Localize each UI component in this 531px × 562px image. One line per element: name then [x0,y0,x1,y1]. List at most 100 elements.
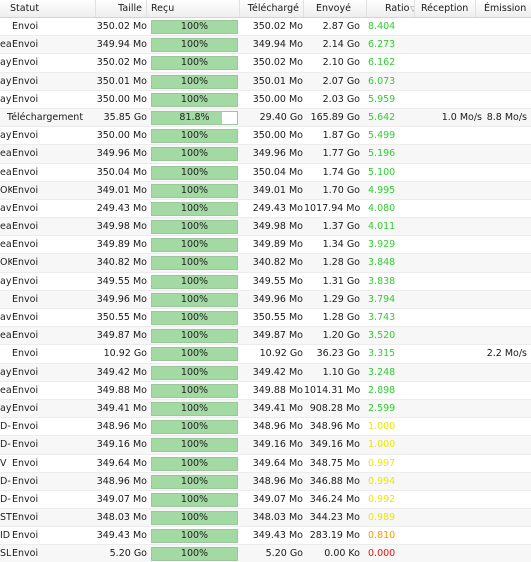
reception-rate-cell [432,545,482,562]
uploaded-cell: 908.28 Mo [309,402,360,414]
table-row[interactable]: av Envoi 350.55 Mo 100% 350.55 Mo 1.28 Go 3.74… [0,309,531,328]
progress-fill [152,330,237,343]
name-fragment [0,345,12,362]
table-row[interactable]: ay Envoi 349.55 Mo 100% 349.55 Mo 1.31 Go 3.83… [0,273,531,291]
downloaded-cell: 349.96 Mo [252,293,303,305]
progress-cell: 100% [151,92,238,107]
size-cell: 249.43 Mo [96,202,147,214]
progress-label: 100% [180,275,209,287]
column-header-uploaded[interactable]: Envoyé [304,0,367,17]
uploaded-cell: 1.20 Go [322,330,360,342]
column-header-downloaded[interactable]: Téléchargé [240,0,304,17]
column-header-status[interactable]: Statut [0,0,96,17]
progress-fill [152,366,237,379]
progress-label: 100% [180,166,209,178]
table-row[interactable]: ay Envoi 349.41 Mo 100% 349.41 Mo 908.28 Mo 2.… [0,399,531,419]
emission-rate-cell [484,182,527,199]
status-cell: Envoi [12,293,39,305]
table-row[interactable]: ay Envoi 350.01 Mo 100% 350.01 Mo 2.07 Go 6.07… [0,72,531,91]
size-cell: 349.96 Mo [96,148,147,160]
column-header-ratio[interactable]: Ratio▽ [367,0,415,17]
table-row[interactable]: ay Envoi 349.42 Mo 100% 349.42 Mo 1.10 Go 3.24… [0,363,531,382]
progress-fill [152,93,237,106]
status-cell: Envoi [12,257,39,269]
table-row[interactable]: D- Envoi 349.07 Mo 100% 349.07 Mo 346.24 Mo 0.… [0,491,531,510]
progress-cell: 100% [151,129,238,144]
table-row[interactable]: Envoi 350.02 Mo 100% 350.02 Mo 2.87 Go 8.404 [0,18,531,37]
table-row[interactable]: OK Envoi 349.01 Mo 100% 349.01 Mo 1.70 Go 4.99… [0,181,531,200]
progress-cell: 100% [151,547,238,562]
name-fragment: ea [0,221,12,233]
table-row[interactable]: Envoi 349.96 Mo 100% 349.96 Mo 1.29 Go 3.794 [0,290,531,309]
ratio-cell: 3.848 [368,257,396,269]
ratio-cell: 6.162 [368,57,396,69]
size-cell: 349.64 Mo [96,457,147,469]
column-header-emission[interactable]: Émission [484,3,527,14]
table-row[interactable]: av Envoi 249.43 Mo 100% 249.43 Mo 1017.94 Mo 4… [0,200,531,219]
downloaded-cell: 350.55 Mo [252,312,303,323]
table-row[interactable]: D- Envoi 348.96 Mo 100% 348.96 Mo 346.88 Mo 0.… [0,472,531,491]
progress-fill [152,221,237,234]
table-row[interactable]: ea Envoi 349.94 Mo 100% 349.94 Mo 2.14 Go 6.27… [0,36,531,55]
ratio-cell: 4.080 [368,202,396,214]
table-row[interactable]: ID Envoi 349.43 Mo 100% 349.43 Mo 283.19 Mo 0.… [0,527,531,546]
table-row[interactable]: ea Envoi 349.88 Mo 100% 349.88 Mo 1014.31 Mo 2… [0,382,531,400]
table-row[interactable]: Envoi 10.92 Go 100% 10.92 Go 36.23 Go 3.315 2.… [0,345,531,364]
table-row[interactable]: V Envoi 349.64 Mo 100% 349.64 Mo 348.75 Mo 0.9… [0,455,531,473]
size-cell: 348.96 Mo [96,475,147,487]
column-header-size[interactable]: Taille [96,0,147,17]
size-cell: 349.42 Mo [96,366,147,378]
status-cell: Envoi [12,530,39,542]
ratio-cell: 5.642 [368,111,396,123]
progress-fill [152,421,237,434]
table-row[interactable]: ea Envoi 349.98 Mo 100% 349.98 Mo 1.37 Go 4.01… [0,218,531,237]
ratio-cell: 5.100 [368,166,396,178]
name-fragment: ea [0,239,12,251]
status-cell: Envoi [12,402,39,414]
torrent-rows: Envoi 350.02 Mo 100% 350.02 Mo 2.87 Go 8.404 e… [0,18,531,562]
column-header-bar: Statut Taille Reçu Téléchargé Envoyé Rat… [0,0,531,18]
ratio-cell: 8.404 [368,21,396,32]
ratio-cell: 2.898 [368,384,396,396]
emission-rate-cell [484,73,527,90]
table-row[interactable]: ay Envoi 350.02 Mo 100% 350.02 Mo 2.10 Go 6.16… [0,54,531,73]
progress-cell: 100% [151,220,238,235]
table-row[interactable]: Téléchargement 35.85 Go 81.8% 29.40 Go 165.8… [0,108,531,128]
downloaded-cell: 350.02 Mo [252,21,303,32]
progress-label: 100% [180,384,209,396]
table-row[interactable]: D- Envoi 349.16 Mo 100% 349.16 Mo 349.16 Mo 1.… [0,436,531,455]
progress-fill [152,475,237,488]
ratio-cell: 4.011 [368,221,396,233]
status-cell: Envoi [12,493,39,505]
ratio-cell: 3.520 [368,330,396,342]
name-fragment: V [0,457,7,469]
size-cell: 349.87 Mo [96,330,147,342]
name-fragment: D- [0,421,11,433]
table-row[interactable]: SL Envoi 5.20 Go 100% 5.20 Go 0.00 Ko 0.000 [0,545,531,562]
reception-rate-cell [432,345,482,362]
table-row[interactable]: ea Envoi 349.89 Mo 100% 349.89 Mo 1.34 Go 3.92… [0,236,531,255]
progress-fill [152,257,237,270]
column-header-reception[interactable]: Réception [415,0,476,17]
progress-fill [152,202,237,215]
table-row[interactable]: ea Envoi 350.04 Mo 100% 350.04 Mo 1.74 Go 5.10… [0,164,531,182]
uploaded-cell: 344.23 Mo [309,512,360,524]
column-header-received[interactable]: Reçu [147,0,240,17]
uploaded-cell: 1.28 Go [322,312,360,323]
table-row[interactable]: ea Envoi 349.96 Mo 100% 349.96 Mo 1.77 Go 5.19… [0,145,531,164]
emission-rate-cell [484,364,527,381]
size-cell: 349.89 Mo [96,239,147,251]
table-row[interactable]: OK Envoi 340.82 Mo 100% 340.82 Mo 1.28 Go 3.84… [0,254,531,273]
progress-bar: 100% [151,165,238,180]
table-row[interactable]: ea Envoi 349.87 Mo 100% 349.87 Mo 1.20 Go 3.52… [0,327,531,346]
table-row[interactable]: ay Envoi 350.00 Mo 100% 350.00 Mo 1.87 Go 5.49… [0,127,531,146]
table-row[interactable]: ay Envoi 350.00 Mo 100% 350.00 Mo 2.03 Go 5.95… [0,91,531,109]
uploaded-cell: 2.03 Go [322,93,360,105]
name-fragment: ay [0,57,12,69]
progress-cell: 100% [151,492,238,507]
table-row[interactable]: D- Envoi 348.96 Mo 100% 348.96 Mo 348.96 Mo 1.… [0,418,531,437]
uploaded-cell: 346.24 Mo [309,493,360,505]
progress-bar: 100% [151,183,238,198]
table-row[interactable]: ST Envoi 348.03 Mo 100% 348.03 Mo 344.23 Mo 0.… [0,509,531,528]
progress-label: 100% [180,39,209,51]
